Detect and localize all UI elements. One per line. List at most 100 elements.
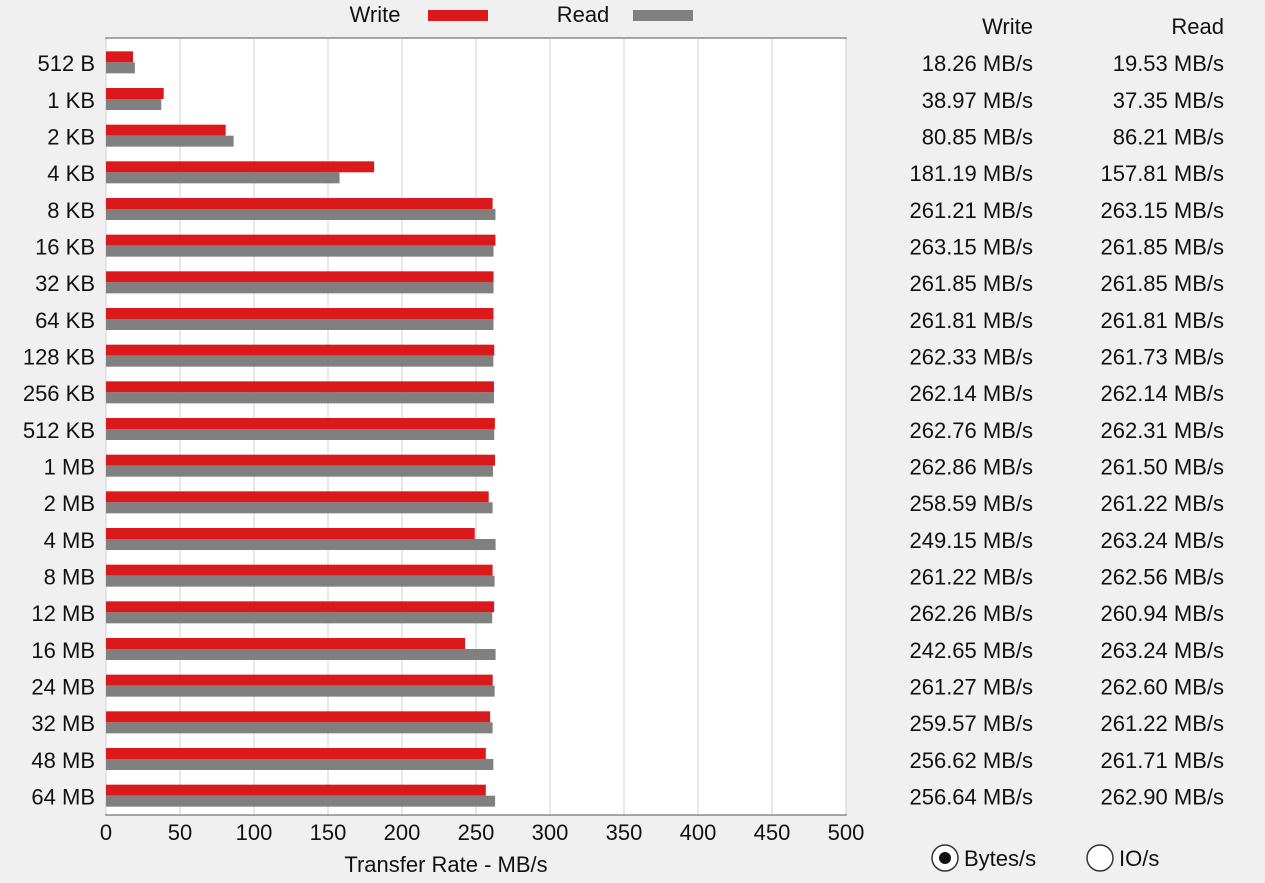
bar — [106, 674, 493, 686]
radio-button[interactable] — [1086, 844, 1114, 872]
bar — [106, 795, 496, 807]
bar — [106, 319, 494, 330]
bar — [106, 99, 162, 110]
bar — [106, 381, 494, 393]
table-value: 258.59 MB/s — [909, 491, 1033, 516]
bar — [106, 308, 494, 319]
table-value: 261.22 MB/s — [909, 564, 1033, 589]
table-value: 261.73 MB/s — [1100, 344, 1224, 369]
y-tick-label: 512 B — [38, 51, 96, 76]
table-value: 262.33 MB/s — [909, 344, 1033, 369]
y-tick-label: 32 MB — [31, 711, 95, 736]
bar — [106, 209, 496, 220]
bar — [106, 491, 489, 503]
y-tick-label: 64 KB — [35, 308, 95, 333]
bar — [106, 282, 494, 294]
radio-label[interactable]: Bytes/s — [964, 846, 1036, 871]
bar — [106, 612, 493, 624]
bar — [106, 539, 496, 550]
y-tick-label: 24 MB — [31, 674, 95, 699]
bar — [106, 198, 493, 209]
y-tick-label: 2 KB — [47, 124, 95, 149]
table-value: 261.81 MB/s — [1100, 308, 1224, 333]
table-value: 263.15 MB/s — [1100, 198, 1224, 223]
y-tick-label: 128 KB — [23, 344, 95, 369]
bar — [106, 638, 466, 649]
bar — [106, 465, 494, 477]
y-tick-label: 32 KB — [35, 271, 95, 296]
bar — [106, 784, 486, 796]
table-value: 262.14 MB/s — [1100, 381, 1224, 406]
table-value: 262.14 MB/s — [909, 381, 1033, 406]
y-tick-label: 16 KB — [35, 234, 95, 259]
legend-swatch — [633, 10, 693, 21]
x-tick-label: 450 — [754, 820, 791, 845]
bar — [106, 51, 134, 63]
bar — [106, 685, 495, 697]
x-tick-label: 200 — [384, 820, 421, 845]
bar — [106, 344, 495, 356]
y-tick-label: 2 MB — [44, 491, 95, 516]
y-tick-label: 256 KB — [23, 381, 95, 406]
table-value: 261.21 MB/s — [909, 198, 1033, 223]
table-value: 86.21 MB/s — [1113, 124, 1224, 149]
y-tick-label: 8 KB — [47, 198, 95, 223]
x-tick-label: 250 — [458, 820, 495, 845]
bar — [106, 528, 475, 539]
y-tick-label: 64 MB — [31, 784, 95, 809]
x-tick-label: 500 — [828, 820, 865, 845]
legend-label: Read — [557, 2, 610, 27]
bar — [106, 575, 495, 587]
table-value: 262.86 MB/s — [909, 454, 1033, 479]
radio-dot — [939, 852, 951, 864]
table-value: 262.76 MB/s — [909, 418, 1033, 443]
table-value: 263.15 MB/s — [909, 234, 1033, 259]
y-tick-label: 1 MB — [44, 454, 95, 479]
bar — [106, 124, 226, 136]
bar — [106, 271, 494, 283]
table-value: 261.22 MB/s — [1100, 711, 1224, 736]
bar — [106, 392, 494, 404]
table-value: 256.64 MB/s — [909, 784, 1033, 809]
x-axis-label: Transfer Rate - MB/s — [344, 852, 547, 877]
x-tick-label: 0 — [100, 820, 112, 845]
bar — [106, 601, 495, 613]
table-value: 263.24 MB/s — [1100, 528, 1224, 553]
x-tick-label: 50 — [168, 820, 192, 845]
bar — [106, 172, 340, 184]
bar — [106, 161, 375, 173]
table-value: 262.56 MB/s — [1100, 564, 1224, 589]
bar — [106, 418, 495, 429]
bar — [106, 748, 486, 759]
bar — [106, 62, 135, 74]
bar — [106, 722, 493, 734]
table-value: 261.85 MB/s — [1100, 234, 1224, 259]
table-value: 261.22 MB/s — [1100, 491, 1224, 516]
table-value: 260.94 MB/s — [1100, 601, 1224, 626]
x-tick-label: 300 — [532, 820, 569, 845]
y-tick-label: 16 MB — [31, 638, 95, 663]
bar — [106, 454, 496, 466]
table-value: 261.81 MB/s — [909, 308, 1033, 333]
table-value: 249.15 MB/s — [909, 528, 1033, 553]
y-tick-label: 12 MB — [31, 601, 95, 626]
radio-label[interactable]: IO/s — [1119, 846, 1159, 871]
bar — [106, 649, 496, 660]
table-header: Read — [1171, 14, 1224, 39]
table-value: 256.62 MB/s — [909, 748, 1033, 773]
table-value: 262.60 MB/s — [1100, 674, 1224, 699]
table-value: 181.19 MB/s — [909, 161, 1033, 186]
y-tick-label: 48 MB — [31, 748, 95, 773]
table-value: 262.31 MB/s — [1100, 418, 1224, 443]
table-value: 262.90 MB/s — [1100, 784, 1224, 809]
bar — [106, 429, 495, 440]
legend-label: Write — [350, 2, 401, 27]
y-tick-label: 4 MB — [44, 528, 95, 553]
table-value: 261.71 MB/s — [1100, 748, 1224, 773]
legend-swatch — [428, 10, 488, 21]
y-tick-label: 1 KB — [47, 88, 95, 113]
table-value: 242.65 MB/s — [909, 638, 1033, 663]
table-value: 37.35 MB/s — [1113, 88, 1224, 113]
bar — [106, 564, 493, 576]
